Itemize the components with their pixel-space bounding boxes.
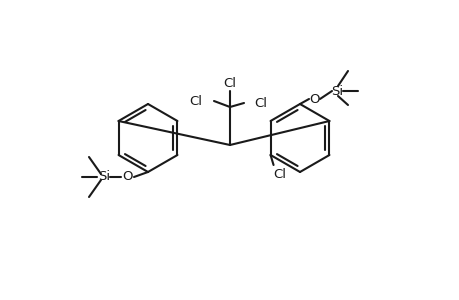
Text: Cl: Cl [253, 97, 266, 110]
Text: Si: Si [98, 170, 110, 184]
Text: Cl: Cl [273, 169, 285, 182]
Text: Cl: Cl [223, 76, 236, 89]
Text: O: O [123, 170, 133, 184]
Text: Si: Si [330, 85, 342, 98]
Text: Cl: Cl [189, 94, 202, 107]
Text: O: O [309, 92, 319, 106]
